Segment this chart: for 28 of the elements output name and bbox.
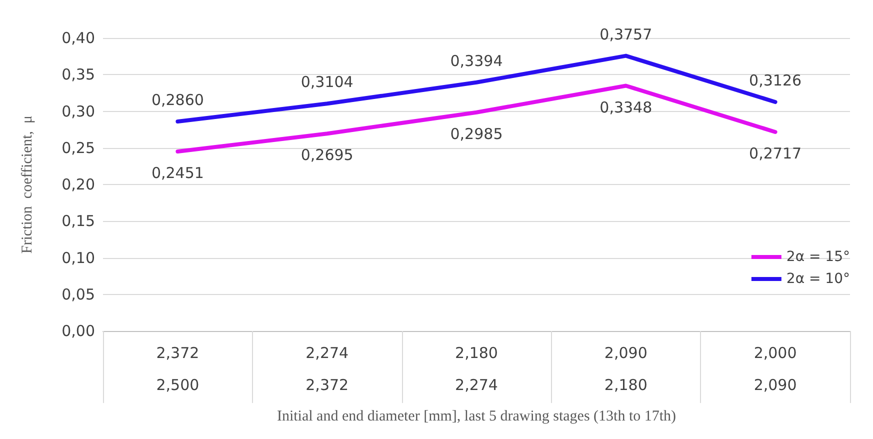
data-label: 0,2717: [749, 144, 802, 162]
data-label: 0,3348: [600, 98, 652, 116]
data-label: 0,2695: [300, 146, 354, 164]
x-axis-title: Initial and end diameter [mm], last 5 drawing stages (13th to 17th): [276, 408, 676, 424]
legend-label: 2α = 10°: [786, 271, 850, 287]
x-tick-label: 2,274 2,372: [306, 344, 349, 394]
data-label: 0,3757: [600, 25, 652, 44]
y-tick-label: 0,20: [62, 176, 95, 194]
y-tick-label: 0,35: [62, 66, 95, 84]
x-tick-label: 2,000 2,090: [754, 344, 797, 394]
data-label: 0,2860: [151, 91, 204, 110]
y-axis-title: Friction coefficient, μ: [20, 115, 36, 254]
y-tick-label: 0,10: [62, 248, 95, 267]
y-tick-label: 0,40: [62, 29, 95, 47]
x-tick-label: 2,180 2,274: [455, 344, 498, 394]
x-tick-label: 2,372 2,500: [156, 344, 200, 394]
y-tick-label: 0,00: [62, 322, 95, 340]
x-tick-label: 2,090 2,180: [604, 344, 648, 394]
y-tick-label: 0,15: [62, 212, 95, 230]
data-label: 0,3394: [450, 52, 503, 70]
y-tick-label: 0,25: [62, 138, 95, 157]
y-tick-label: 0,05: [62, 285, 95, 304]
data-label: 0,2451: [151, 164, 204, 182]
data-label: 0,3126: [749, 72, 802, 90]
data-label: 0,3104: [300, 73, 354, 92]
legend-label: 2α = 15°: [786, 249, 850, 265]
y-tick-label: 0,30: [62, 102, 95, 120]
data-label: 0,2985: [450, 124, 503, 143]
